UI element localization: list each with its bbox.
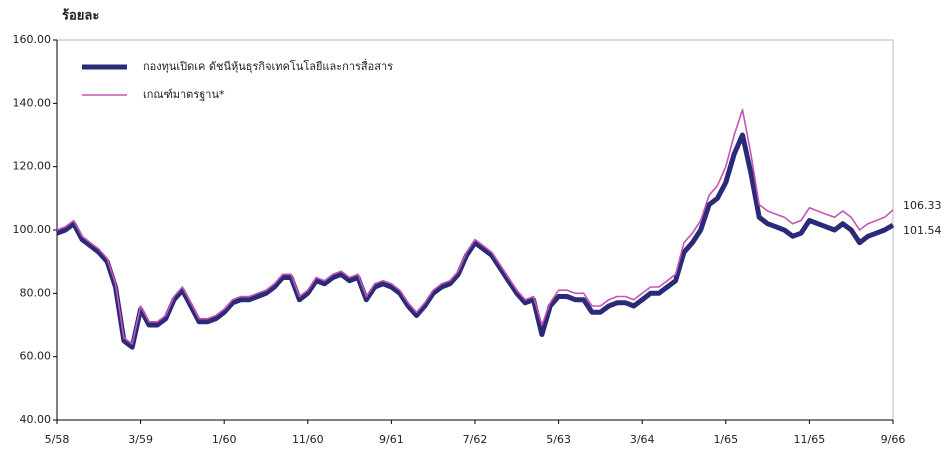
legend-label: เกณฑ์มาตรฐาน*	[143, 88, 225, 101]
x-tick-label: 11/60	[292, 433, 324, 446]
x-tick-label: 3/64	[630, 433, 655, 446]
y-tick-label: 100.00	[13, 223, 52, 236]
y-tick-label: 120.00	[13, 160, 52, 173]
end-value-label: 101.54	[903, 224, 942, 237]
x-tick-label: 5/58	[45, 433, 70, 446]
y-tick-label: 160.00	[13, 33, 52, 46]
legend-label: กองทุนเปิดเค ดัชนีหุ้นธุรกิจเทคโนโลยีและ…	[143, 58, 393, 73]
series-line	[56, 132, 895, 350]
y-tick-label: 40.00	[20, 413, 52, 426]
x-tick-label: 5/63	[546, 433, 571, 446]
x-tick-label: 9/66	[881, 433, 906, 446]
x-tick-label: 9/61	[379, 433, 404, 446]
series-line	[56, 108, 894, 345]
y-axis-title: ร้อยละ	[62, 8, 99, 24]
x-tick-label: 3/59	[128, 433, 153, 446]
y-tick-label: 140.00	[13, 96, 52, 109]
x-tick-label: 11/65	[794, 433, 826, 446]
x-tick-label: 1/65	[713, 433, 738, 446]
x-tick-label: 1/60	[212, 433, 237, 446]
y-tick-label: 60.00	[20, 350, 52, 363]
y-tick-label: 80.00	[20, 286, 52, 299]
end-value-label: 106.33	[903, 199, 942, 212]
x-tick-label: 7/62	[463, 433, 488, 446]
